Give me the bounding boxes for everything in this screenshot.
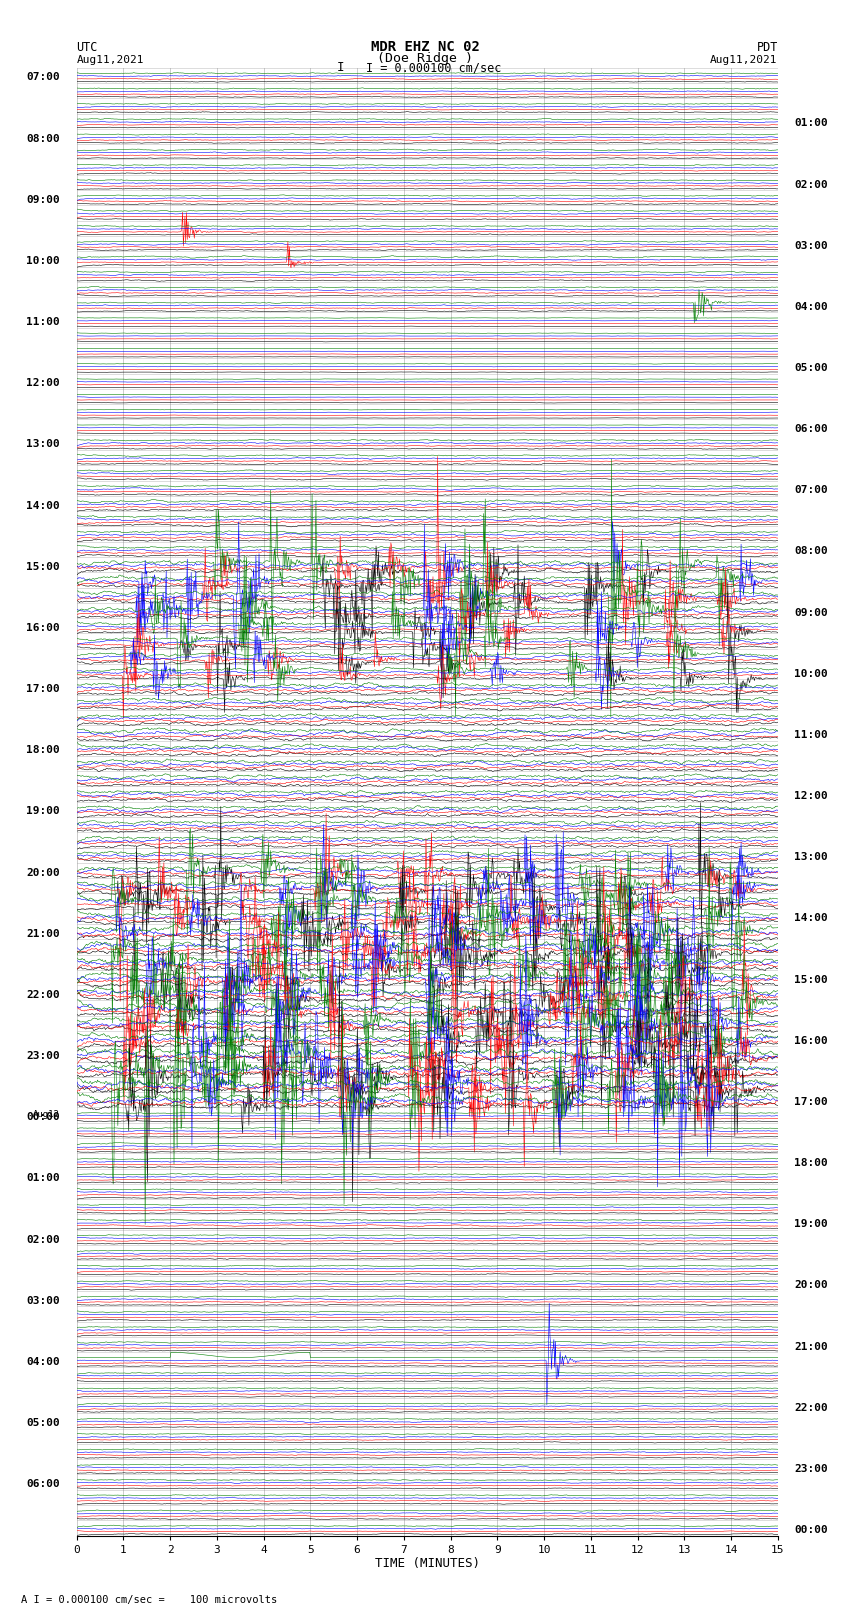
- Text: 12:00: 12:00: [26, 379, 60, 389]
- Text: Aug12: Aug12: [33, 1110, 60, 1119]
- Text: 22:00: 22:00: [794, 1403, 828, 1413]
- Text: Aug11,2021: Aug11,2021: [76, 55, 144, 65]
- Text: 06:00: 06:00: [26, 1479, 60, 1489]
- Text: 13:00: 13:00: [26, 439, 60, 450]
- Text: 20:00: 20:00: [26, 868, 60, 877]
- Text: MDR EHZ NC 02: MDR EHZ NC 02: [371, 40, 479, 53]
- Text: 06:00: 06:00: [794, 424, 828, 434]
- Text: 19:00: 19:00: [794, 1219, 828, 1229]
- Text: I: I: [337, 61, 343, 74]
- Text: 17:00: 17:00: [26, 684, 60, 694]
- Text: 03:00: 03:00: [794, 240, 828, 250]
- Text: 00:00: 00:00: [794, 1524, 828, 1536]
- Text: 09:00: 09:00: [794, 608, 828, 618]
- Text: 10:00: 10:00: [794, 669, 828, 679]
- Text: 23:00: 23:00: [794, 1465, 828, 1474]
- Text: I = 0.000100 cm/sec: I = 0.000100 cm/sec: [366, 61, 501, 74]
- Text: 00:00: 00:00: [26, 1113, 60, 1123]
- Text: 05:00: 05:00: [794, 363, 828, 373]
- Text: 04:00: 04:00: [26, 1357, 60, 1366]
- Text: 21:00: 21:00: [26, 929, 60, 939]
- Text: 16:00: 16:00: [26, 623, 60, 632]
- Text: 03:00: 03:00: [26, 1295, 60, 1305]
- Text: 17:00: 17:00: [794, 1097, 828, 1107]
- Text: Aug11,2021: Aug11,2021: [711, 55, 778, 65]
- Text: 22:00: 22:00: [26, 990, 60, 1000]
- Text: 10:00: 10:00: [26, 256, 60, 266]
- Text: PDT: PDT: [756, 40, 778, 53]
- Text: 07:00: 07:00: [794, 486, 828, 495]
- Text: 23:00: 23:00: [26, 1052, 60, 1061]
- Text: 09:00: 09:00: [26, 195, 60, 205]
- X-axis label: TIME (MINUTES): TIME (MINUTES): [375, 1558, 479, 1571]
- Text: 04:00: 04:00: [794, 302, 828, 311]
- Text: 02:00: 02:00: [794, 179, 828, 189]
- Text: 08:00: 08:00: [26, 134, 60, 144]
- Text: 11:00: 11:00: [794, 731, 828, 740]
- Text: 14:00: 14:00: [794, 913, 828, 923]
- Text: 20:00: 20:00: [794, 1281, 828, 1290]
- Text: 05:00: 05:00: [26, 1418, 60, 1428]
- Text: 01:00: 01:00: [794, 118, 828, 129]
- Text: 18:00: 18:00: [26, 745, 60, 755]
- Text: 16:00: 16:00: [794, 1036, 828, 1045]
- Text: 11:00: 11:00: [26, 318, 60, 327]
- Text: A I = 0.000100 cm/sec =    100 microvolts: A I = 0.000100 cm/sec = 100 microvolts: [21, 1595, 277, 1605]
- Text: 14:00: 14:00: [26, 500, 60, 511]
- Text: UTC: UTC: [76, 40, 98, 53]
- Text: 13:00: 13:00: [794, 852, 828, 863]
- Text: 21:00: 21:00: [794, 1342, 828, 1352]
- Text: 12:00: 12:00: [794, 790, 828, 802]
- Text: 15:00: 15:00: [794, 974, 828, 984]
- Text: 18:00: 18:00: [794, 1158, 828, 1168]
- Text: 07:00: 07:00: [26, 73, 60, 82]
- Text: (Doe Ridge ): (Doe Ridge ): [377, 52, 473, 65]
- Text: 02:00: 02:00: [26, 1234, 60, 1245]
- Text: 08:00: 08:00: [794, 547, 828, 556]
- Text: 15:00: 15:00: [26, 561, 60, 571]
- Text: 01:00: 01:00: [26, 1173, 60, 1184]
- Text: 19:00: 19:00: [26, 806, 60, 816]
